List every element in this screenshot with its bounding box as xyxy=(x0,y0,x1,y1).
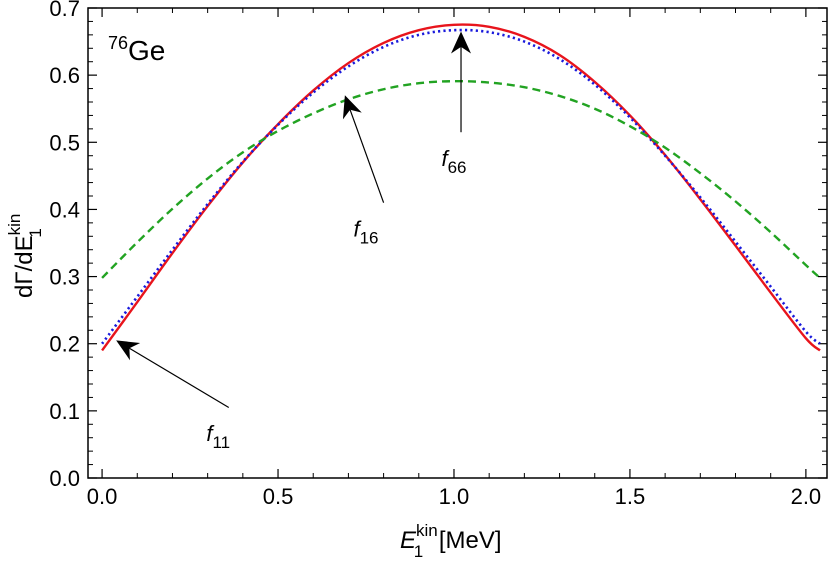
x-tick-label: 0.5 xyxy=(263,484,294,509)
x-tick-label: 1.5 xyxy=(615,484,646,509)
panel-label-sup: 76 xyxy=(108,33,128,53)
x-axis-label-sub: 1 xyxy=(414,542,423,561)
annotation-arrow-line xyxy=(349,109,385,203)
annotation-label-main: f xyxy=(353,216,362,241)
y-axis-label-main: dΓ/dE xyxy=(11,235,38,298)
x-tick-label: 2.0 xyxy=(791,484,822,509)
y-tick-label: 0.1 xyxy=(49,399,80,424)
x-tick-label: 0.0 xyxy=(87,484,118,509)
plot-frame xyxy=(87,7,828,479)
x-axis-label-unit: [MeV] xyxy=(432,527,501,554)
y-tick-label: 0.5 xyxy=(49,130,80,155)
x-axis-label: Ekin 1 [MeV] xyxy=(400,521,502,561)
annotation-label-main: f xyxy=(206,421,215,446)
y-tick-label: 0.7 xyxy=(49,0,80,21)
panel-label: 76Ge xyxy=(108,33,165,66)
x-axis-label-sup: kin xyxy=(416,521,438,540)
y-tick-label: 0.0 xyxy=(49,466,80,491)
series-line-f66 xyxy=(101,28,821,345)
annotation-arrow-line xyxy=(129,347,230,409)
series-layer xyxy=(101,23,821,352)
annotation-label-f66: f66 xyxy=(441,146,466,177)
panel-label-main: Ge xyxy=(128,35,165,66)
y-tick-label: 0.3 xyxy=(49,265,80,290)
y-axis-label: dΓ/dEkin 1 xyxy=(5,214,45,298)
annotation-label-main: f xyxy=(441,146,450,171)
x-tick-label: 1.0 xyxy=(439,484,470,509)
y-axis-label-sub: 1 xyxy=(26,228,45,237)
annotation-label-sub: 16 xyxy=(360,228,379,247)
annotation-label-sub: 66 xyxy=(448,158,467,177)
y-tick-label: 0.6 xyxy=(49,63,80,88)
series-line-f16 xyxy=(101,79,821,279)
annotation-label-f11: f11 xyxy=(206,421,230,452)
axis-ticks: 0.0 0.5 1.0 1.5 2.0 0.0 0.1 0.2 0.3 0.4 0.5 0.6 0.7 xyxy=(49,0,827,509)
annotation-label-f16: f16 xyxy=(353,216,378,247)
x-axis-label-main: E xyxy=(400,527,417,554)
annotation-arrow-head xyxy=(342,95,362,120)
annotation-arrow-head xyxy=(451,31,472,54)
annotation-arrow-head xyxy=(116,340,141,361)
y-tick-label: 0.4 xyxy=(49,197,80,222)
y-axis-label-sup: kin xyxy=(5,214,24,236)
annotation-label-sub: 11 xyxy=(212,433,230,452)
y-tick-label: 0.2 xyxy=(49,332,80,357)
